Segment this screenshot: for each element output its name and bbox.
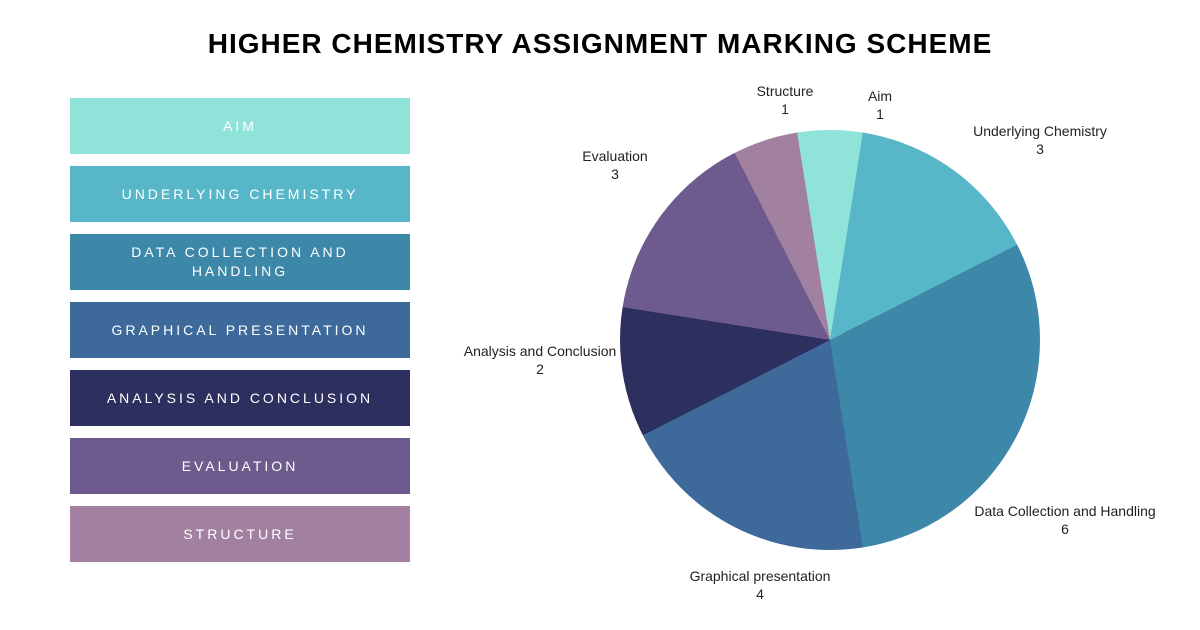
- slice-label-value: 3: [973, 140, 1107, 158]
- slice-label-name: Evaluation: [582, 147, 647, 165]
- slice-label-name: Analysis and Conclusion: [464, 342, 617, 360]
- slice-label: Structure1: [757, 82, 814, 118]
- slice-label-name: Underlying Chemistry: [973, 122, 1107, 140]
- slice-label: Analysis and Conclusion2: [464, 342, 617, 378]
- slice-label-name: Graphical presentation: [690, 567, 831, 585]
- slice-label: Data Collection and Handling6: [974, 502, 1155, 538]
- pie-chart: [620, 130, 1040, 550]
- slice-label: Evaluation3: [582, 147, 647, 183]
- legend-item-analysis: ANALYSIS AND CONCLUSION: [70, 370, 410, 426]
- pie-chart-area: Aim1Underlying Chemistry3Data Collection…: [410, 90, 1200, 630]
- slice-label: Graphical presentation4: [690, 567, 831, 603]
- slice-label-name: Structure: [757, 82, 814, 100]
- slice-label-name: Aim: [868, 87, 892, 105]
- content-row: AIM UNDERLYING CHEMISTRY DATA COLLECTION…: [0, 90, 1200, 630]
- legend-item-evaluation: EVALUATION: [70, 438, 410, 494]
- slice-label-name: Data Collection and Handling: [974, 502, 1155, 520]
- slice-label-value: 3: [582, 165, 647, 183]
- slice-label: Aim1: [868, 87, 892, 123]
- pie-wrap: [620, 130, 1040, 550]
- page-title: HIGHER CHEMISTRY ASSIGNMENT MARKING SCHE…: [0, 0, 1200, 60]
- legend-item-underlying: UNDERLYING CHEMISTRY: [70, 166, 410, 222]
- legend-item-aim: AIM: [70, 98, 410, 154]
- slice-label: Underlying Chemistry3: [973, 122, 1107, 158]
- slice-label-value: 1: [868, 105, 892, 123]
- slice-label-value: 1: [757, 100, 814, 118]
- legend-item-graphical: GRAPHICAL PRESENTATION: [70, 302, 410, 358]
- legend-item-data: DATA COLLECTION AND HANDLING: [70, 234, 410, 290]
- slice-label-value: 6: [974, 520, 1155, 538]
- legend-item-structure: STRUCTURE: [70, 506, 410, 562]
- legend: AIM UNDERLYING CHEMISTRY DATA COLLECTION…: [70, 98, 410, 630]
- slice-label-value: 4: [690, 585, 831, 603]
- slice-label-value: 2: [464, 360, 617, 378]
